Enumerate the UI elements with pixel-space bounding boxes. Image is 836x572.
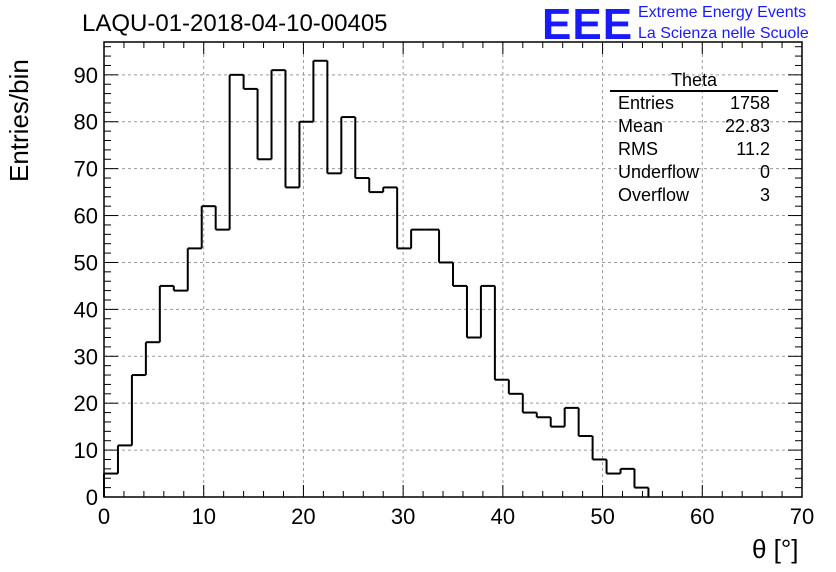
x-tick-label: 30 bbox=[391, 504, 415, 529]
stats-row-entries: Entries 1758 bbox=[610, 92, 778, 115]
x-tick-label: 70 bbox=[790, 504, 814, 529]
y-tick-label: 90 bbox=[74, 63, 98, 88]
plot-frame bbox=[103, 41, 803, 498]
x-tick-label: 50 bbox=[590, 504, 614, 529]
x-tick-label: 10 bbox=[191, 504, 215, 529]
logo-line2: La Scienza nelle Scuole bbox=[638, 25, 809, 42]
logo-line1: Extreme Energy Events bbox=[638, 4, 807, 21]
stats-label: RMS bbox=[618, 139, 658, 159]
y-tick-label: 20 bbox=[74, 391, 98, 416]
stats-value: 22.83 bbox=[724, 116, 770, 136]
stats-label: Underflow bbox=[618, 162, 700, 182]
y-tick-label: 0 bbox=[86, 485, 98, 510]
x-tick-label: 0 bbox=[98, 504, 110, 529]
stats-label: Mean bbox=[618, 116, 664, 136]
y-tick-label: 80 bbox=[74, 110, 98, 135]
stats-value: 1758 bbox=[729, 93, 770, 113]
stats-value: 0 bbox=[759, 162, 770, 182]
x-tick-label: 40 bbox=[491, 504, 515, 529]
stats-box: Theta Entries 1758 Mean 22.83 RMS 11.2 U… bbox=[610, 70, 778, 207]
x-axis-label: θ [°] bbox=[752, 534, 799, 564]
stats-value: 11.2 bbox=[736, 139, 770, 159]
y-tick-label: 10 bbox=[74, 438, 98, 463]
y-tick-label: 60 bbox=[74, 204, 98, 229]
chart-title: LAQU-01-2018-04-10-00405 bbox=[82, 10, 388, 37]
stats-title: Theta bbox=[610, 70, 778, 92]
y-tick-label: 50 bbox=[74, 250, 98, 275]
eee-logo-mark: EEE bbox=[542, 0, 634, 49]
x-tick-label: 20 bbox=[291, 504, 315, 529]
y-tick-label: 30 bbox=[74, 344, 98, 369]
stats-value: 3 bbox=[759, 185, 770, 205]
y-tick-label: 40 bbox=[74, 297, 98, 322]
y-tick-label: 70 bbox=[74, 157, 98, 182]
stats-row-mean: Mean 22.83 bbox=[610, 115, 778, 138]
x-tick-label: 60 bbox=[690, 504, 714, 529]
stats-label: Overflow bbox=[618, 185, 690, 205]
y-axis-label: Entries/bin bbox=[4, 59, 34, 182]
stats-row-overflow: Overflow 3 bbox=[610, 184, 778, 207]
stats-row-underflow: Underflow 0 bbox=[610, 161, 778, 184]
stats-row-rms: RMS 11.2 bbox=[610, 138, 778, 161]
stats-label: Entries bbox=[618, 93, 675, 113]
